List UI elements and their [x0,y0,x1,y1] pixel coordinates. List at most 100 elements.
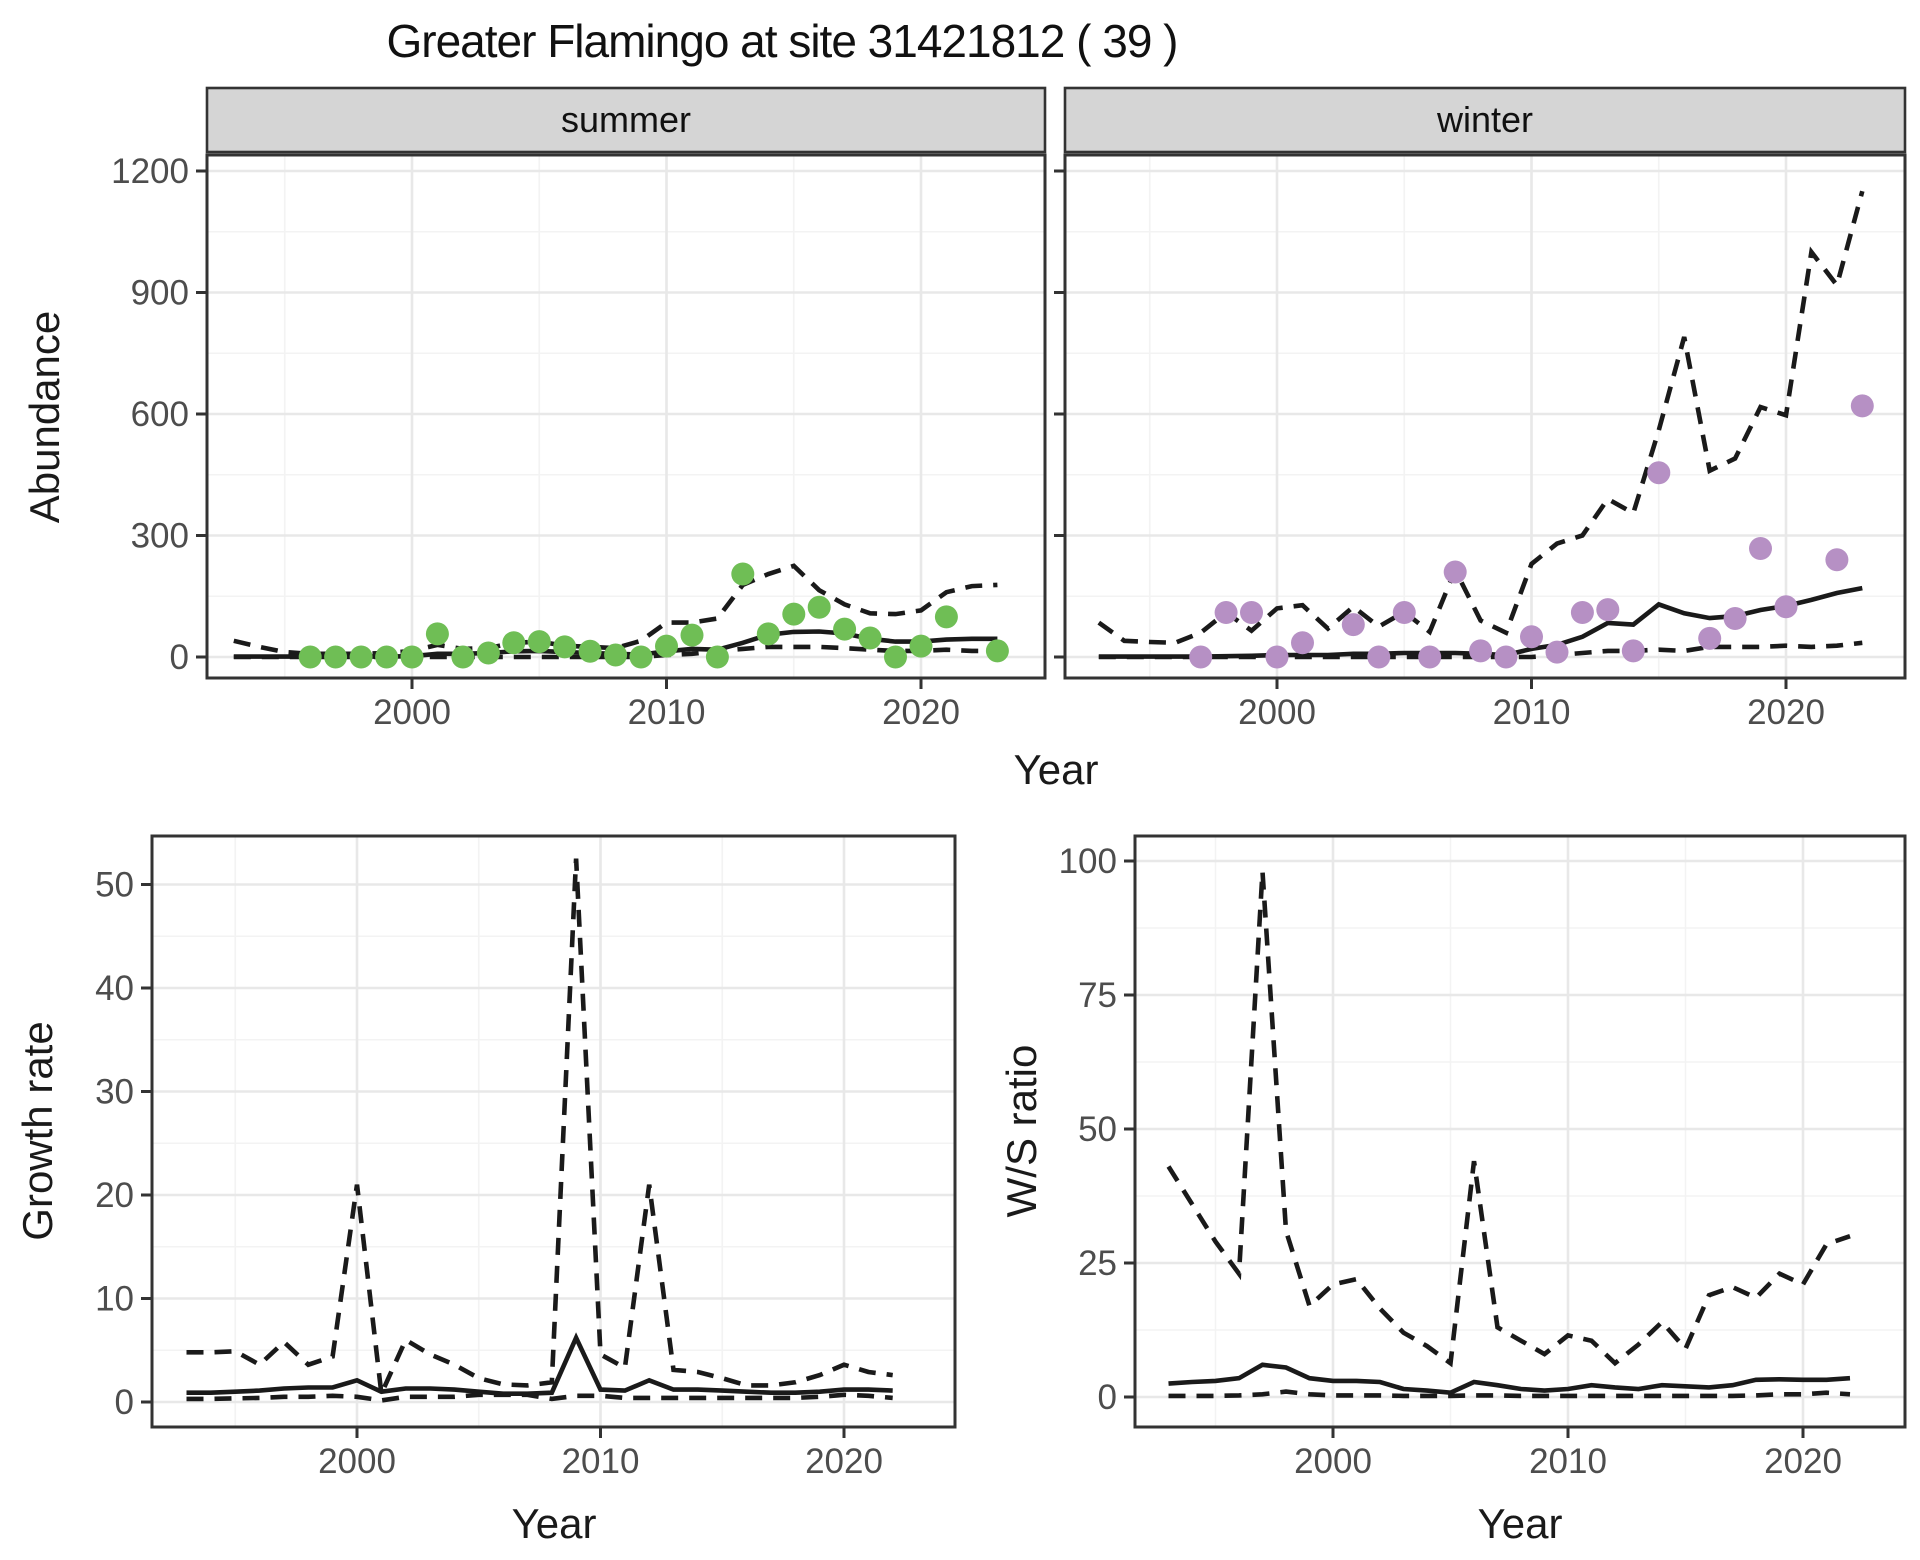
observation-point [680,623,704,647]
observation-point [1392,601,1416,624]
y-axis-tick-label: 300 [131,517,189,556]
chart-title: Greater Flamingo at site 31421812 ( 39 ) [386,15,1178,67]
x-axis-tick-label: 2020 [1747,693,1825,732]
observation-point [1698,626,1722,650]
facet-strip-label: winter [1436,99,1533,140]
facet-strip [1063,86,1907,154]
observation-point [1494,645,1518,669]
observation-point [1596,598,1620,622]
x-axis-tick-label: 2010 [1529,1442,1607,1481]
x-axis-tick-label: 2010 [628,693,706,732]
panel-border [205,153,1047,680]
series-ci-lower [186,1392,893,1403]
x-axis-title-year-ws: Year [1477,1500,1563,1547]
series-ci-lower [1168,1389,1851,1399]
y-axis-tick-label: 30 [95,1073,134,1112]
y-axis-tick-label: 600 [131,395,189,434]
observation-point [502,631,526,655]
x-axis-tick-label: 2010 [562,1442,640,1481]
observation-point [1647,461,1671,485]
observation-point [807,595,831,619]
x-axis-tick-label: 2000 [318,1442,396,1481]
observation-point [1265,645,1289,669]
observation-point [298,645,322,669]
panel-abundance-winter: winter 2000 2010 2020 [1054,86,1907,732]
series-ci-upper [186,858,893,1403]
x-axis-tick-label: 2020 [805,1442,883,1481]
observation-point [324,645,348,669]
observation-point [1469,639,1493,663]
y-axis-tick-label: 50 [95,866,134,905]
observation-point [1723,607,1747,630]
observation-point [604,643,628,667]
series-model-fit [186,1332,893,1396]
observation-point [655,634,678,658]
y-axis-tick-label: 0 [170,638,189,677]
x-axis-tick-label: 2000 [373,693,451,732]
observation-point [578,639,602,663]
panel-background [1135,836,1905,1427]
y-axis-tick-label: 20 [95,1176,134,1215]
observation-point [375,645,399,669]
panel-border [150,834,957,1429]
observation-point [934,605,958,629]
series-model-fit [1168,1362,1851,1396]
observation-point [756,622,780,646]
x-axis-tick-label: 2020 [1764,1442,1842,1481]
series-ci-upper [1166,871,1851,1368]
observation-point [553,635,577,659]
observation-point [1749,537,1772,560]
panel-border [1133,834,1907,1429]
panel-background [1065,155,1905,678]
observation-point [527,630,551,654]
y-axis-tick-label: 1200 [111,152,189,191]
panel-ws-ratio: 2000 2010 2020 0 25 50 75 100 [1059,834,1907,1481]
observation-point [909,634,933,658]
y-axis-tick-label: 0 [115,1383,134,1422]
x-axis-tick-label: 2020 [882,693,960,732]
observation-point [629,645,653,669]
observation-point [731,562,755,586]
panel-growth-rate: 2000 2010 2020 0 10 20 30 40 50 [95,834,957,1481]
y-axis-tick-label: 25 [1078,1244,1117,1283]
observation-point [833,617,857,641]
y-axis-tick-label: 50 [1078,1110,1117,1149]
y-axis-tick-label: 75 [1078,976,1117,1015]
observation-point [1240,601,1263,624]
x-axis-tick-label: 2010 [1493,693,1571,732]
observation-point [1621,639,1645,663]
observation-point [705,645,729,669]
panel-abundance-summer: summer 2000 2010 2020 0 300 600 900 1200 [111,86,1047,732]
observation-point [858,626,882,650]
y-axis-tick-label: 100 [1059,842,1117,881]
observation-point [1341,613,1365,637]
observation-point [1520,625,1543,649]
observation-point [476,641,500,665]
facet-strip [205,86,1047,154]
observation-point [1850,394,1874,418]
observation-point [1367,645,1391,669]
x-axis-title-year-top: Year [1013,746,1099,793]
observation-point [884,645,907,669]
observation-point [1189,645,1213,669]
y-axis-tick-label: 40 [95,969,134,1008]
observation-point [782,602,806,626]
y-axis-tick-label: 0 [1098,1378,1117,1417]
y-axis-tick-label: 10 [95,1280,134,1319]
observation-point [985,639,1009,663]
y-axis-tick-label: 900 [131,274,189,313]
observation-point [1545,640,1569,664]
observation-point [400,645,424,669]
panel-background [207,155,1045,678]
observation-point [451,645,475,669]
observation-point [1825,548,1849,572]
observation-point [425,622,449,646]
x-axis-tick-label: 2000 [1238,693,1316,732]
panel-border [1063,153,1907,680]
observation-point [1418,645,1442,669]
observation-point [1570,601,1594,624]
x-axis-title-year-growth: Year [511,1500,597,1547]
observation-point [1291,631,1314,655]
facet-strip-label: summer [561,99,691,140]
